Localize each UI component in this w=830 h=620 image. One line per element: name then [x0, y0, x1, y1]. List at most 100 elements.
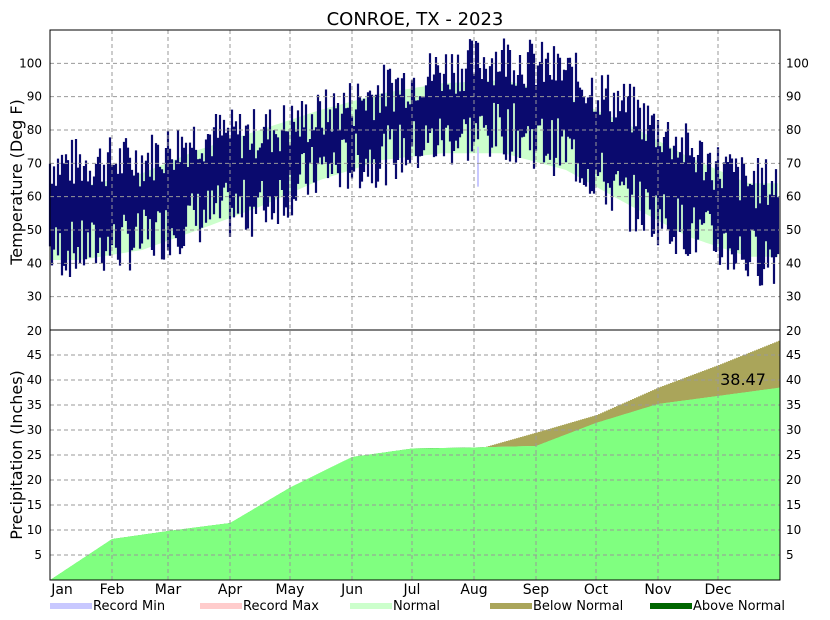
below-normal-segment [532, 433, 535, 447]
below-normal-segment [722, 363, 725, 396]
below-normal-segment [644, 393, 647, 409]
month-label: Aug [460, 582, 487, 598]
precipitation-tick-right: 30 [786, 423, 801, 437]
temperature-tick-left: 80 [27, 123, 42, 137]
temperature-tick-right: 80 [786, 123, 801, 137]
below-normal-segment [604, 411, 607, 421]
below-normal-segment [610, 408, 613, 419]
below-normal-segment [616, 406, 619, 417]
below-normal-segment [584, 418, 587, 428]
below-normal-segment [744, 354, 747, 393]
below-normal-segment [720, 364, 723, 396]
below-normal-segment [498, 443, 501, 447]
legend-swatch [650, 603, 692, 609]
below-normal-segment [618, 405, 621, 417]
below-normal-segment [714, 366, 717, 397]
below-normal-segment [606, 410, 609, 420]
below-normal-segment [518, 437, 521, 447]
below-normal-segment [492, 444, 495, 448]
month-axis: Jan Feb Mar Apr May Jun Jul Aug Sep Oct Nov Dec [50, 582, 731, 598]
month-label: Nov [644, 582, 671, 598]
below-normal-segment [590, 416, 593, 426]
month-label: Feb [100, 582, 125, 598]
below-normal-segment [712, 367, 715, 397]
below-normal-segment [688, 376, 691, 400]
temperature-tick-left: 60 [27, 190, 42, 204]
below-normal-segment [568, 423, 571, 434]
below-normal-segment [558, 426, 561, 438]
below-normal-segment [716, 365, 719, 397]
below-normal-segment [756, 349, 759, 391]
below-normal-segment [536, 432, 539, 446]
precipitation-tick-left: 5 [34, 548, 42, 562]
precipitation-tick-right: 20 [786, 473, 801, 487]
precipitation-frame [49, 329, 781, 581]
below-normal-segment [674, 381, 677, 402]
precip-total-label: 38.47 [720, 370, 766, 389]
below-normal-segment [528, 434, 531, 447]
precipitation-tick-left: 45 [27, 348, 42, 362]
month-label: Jul [403, 582, 421, 598]
below-normal-segment [512, 439, 515, 447]
below-normal-segment [496, 443, 499, 447]
below-normal-segment [548, 429, 551, 442]
precipitation-tick-left: 25 [27, 448, 42, 462]
below-normal-segment [648, 391, 651, 408]
legend-swatch [50, 603, 92, 609]
precipitation-y-label: Precipitation (Inches) [7, 370, 26, 540]
below-normal-segment [778, 340, 781, 388]
month-label: Jun [340, 582, 363, 598]
below-normal-segment [728, 360, 731, 395]
below-normal-segment [550, 428, 553, 441]
month-label: Oct [584, 582, 609, 598]
precipitation-tick-left: 20 [27, 473, 42, 487]
below-normal-segment [694, 374, 697, 400]
month-label: Mar [155, 582, 182, 598]
below-normal-segment [522, 436, 525, 447]
below-normal-segment [594, 415, 597, 424]
below-normal-segment [502, 442, 505, 447]
below-normal-segment [730, 360, 733, 395]
below-normal-segment [768, 344, 771, 390]
precipitation-tick-right: 45 [786, 348, 801, 362]
below-normal-segment [680, 379, 683, 402]
month-label: May [276, 582, 305, 598]
below-normal-segment [748, 352, 751, 392]
below-normal-segment [622, 403, 625, 416]
below-normal-segment [552, 427, 555, 440]
below-normal-segment [576, 420, 579, 431]
below-normal-segment [678, 380, 681, 402]
below-normal-segment [668, 383, 671, 403]
temperature-tick-right: 40 [786, 256, 801, 270]
below-normal-segment [586, 417, 589, 427]
below-normal-segment [564, 424, 567, 436]
below-normal-segment [666, 384, 669, 403]
below-normal-segment [658, 387, 661, 404]
temperature-tick-left: 20 [27, 324, 42, 338]
normal-precipitation-fill [50, 387, 780, 580]
precipitation-tick-left: 30 [27, 423, 42, 437]
below-normal-segment [662, 386, 665, 404]
below-normal-segment [698, 372, 701, 399]
below-normal-segment [652, 390, 655, 406]
below-normal-segment [554, 427, 557, 440]
below-normal-segment [670, 383, 673, 403]
below-normal-segment [642, 394, 645, 409]
below-normal-segment [580, 419, 583, 430]
below-normal-segment [636, 397, 639, 411]
legend: Record Min Record Max Normal Below Normal Ab… [50, 599, 785, 614]
precipitation-panel [50, 340, 781, 580]
below-normal-segment [596, 415, 599, 423]
below-normal-segment [566, 423, 569, 435]
below-normal-segment [544, 430, 547, 443]
temperature-tick-right: 90 [786, 90, 801, 104]
below-normal-segment [574, 421, 577, 432]
below-normal-segment [766, 345, 769, 390]
below-normal-segment [608, 409, 611, 420]
below-normal-segment [758, 348, 761, 391]
below-normal-segment [686, 377, 689, 401]
below-normal-segment [774, 342, 777, 389]
